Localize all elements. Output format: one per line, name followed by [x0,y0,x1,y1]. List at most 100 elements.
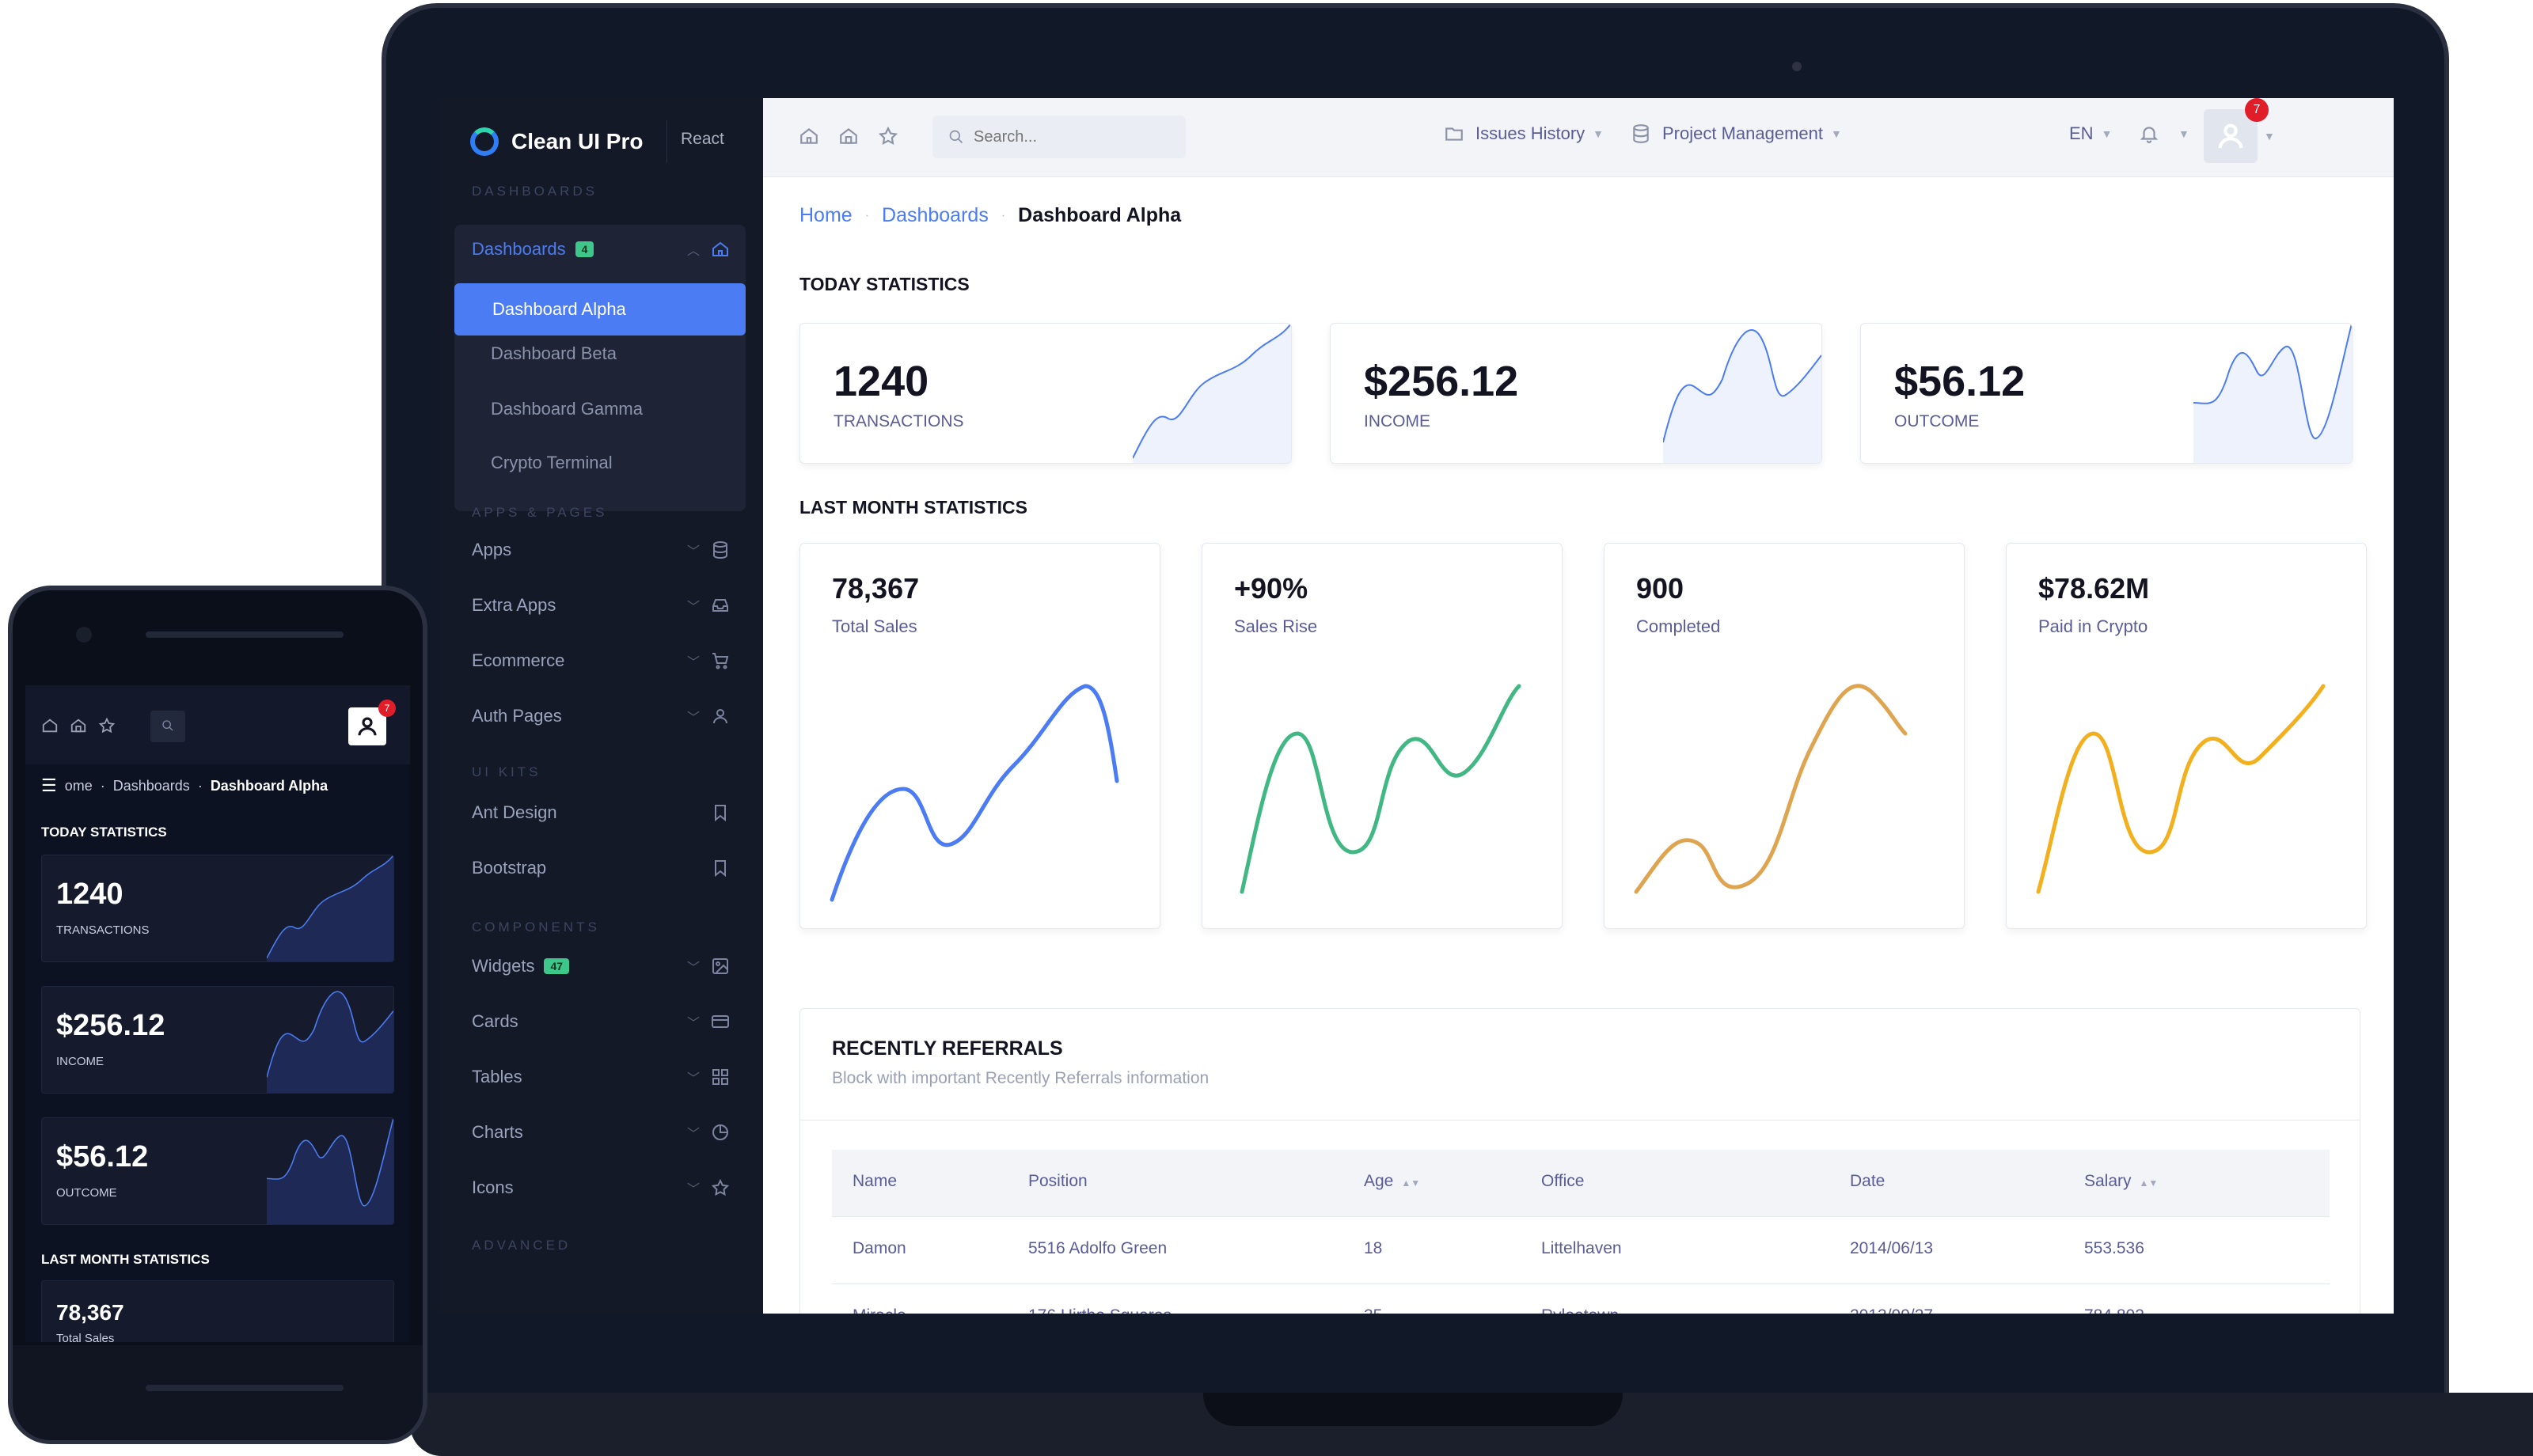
star-icon[interactable] [98,717,116,738]
project-management-menu[interactable]: Project Management ▼ [1631,123,1842,144]
column-header-salary[interactable]: Salary ▲▼ [2084,1172,2158,1191]
sidebar-item-icons[interactable]: Icons ﹀ [472,1168,746,1208]
sidebar-item-auth-pages[interactable]: Auth Pages ﹀ [472,696,746,736]
breadcrumb-dashboards[interactable]: Dashboards [882,204,989,226]
caret-down-icon[interactable]: ▼ [2264,130,2275,142]
stat-card-income: $256.12 INCOME [1330,323,1822,464]
credit-card-icon [709,1010,731,1033]
sidebar-item-label: Icons [472,1177,514,1197]
breadcrumb: Home · Dashboards · Dashboard Alpha [799,204,1181,227]
table-row[interactable]: Miracle 176 Hirthe Squares 35 Ryleetown … [832,1284,2330,1314]
user-icon [709,705,731,727]
recent-referrals-card: RECENTLY REFERRALS Block with important … [799,1008,2360,1314]
bookmark-icon [709,857,731,879]
menu-icon[interactable]: ☰ [41,775,57,795]
stat-value: $256.12 [56,1009,165,1042]
stat-card-transactions: 1240 TRANSACTIONS [799,323,1292,464]
search-box[interactable] [932,116,1186,158]
home-icon[interactable] [41,717,59,738]
sidebar-item-crypto-terminal[interactable]: Crypto Terminal [491,453,613,472]
breadcrumb-dashboards[interactable]: Dashboards [112,777,190,794]
sidebar-item-extra-apps[interactable]: Extra Apps ﹀ [472,586,746,625]
home-alt-icon[interactable] [70,717,87,738]
chevron-down-icon: ﹀ [686,711,700,725]
last-month-statistics-title: LAST MONTH STATISTICS [41,1252,210,1267]
laptop-notch [1203,1393,1623,1426]
cell-age: 18 [1364,1239,1383,1257]
sidebar-item-ecommerce[interactable]: Ecommerce ﹀ [472,641,746,681]
bookmark-icon [709,802,731,824]
cart-icon [709,650,731,672]
stat-value: +90% [1234,572,1308,605]
column-header-office[interactable]: Office [1541,1172,1585,1190]
image-icon [709,955,731,977]
search-icon [948,129,964,145]
sidebar-item-label: Dashboard Alpha [492,299,626,319]
sidebar-item-label: Dashboards [472,239,566,259]
section-label-apps-pages: Apps & Pages [472,505,608,520]
issues-history-menu[interactable]: Issues History ▼ [1444,123,1604,144]
stat-card-transactions: 1240 TRANSACTIONS [41,855,394,962]
brand-tag: React [681,130,724,148]
sidebar-item-label: Charts [472,1122,523,1142]
star-icon[interactable] [875,123,901,149]
sidebar-item-label: Tables [472,1067,522,1086]
sidebar-item-dashboard-alpha[interactable]: Dashboard Alpha [454,283,746,336]
breadcrumb: ☰ ome · Dashboards · Dashboard Alpha [41,775,328,796]
stat-label: TRANSACTIONS [834,412,964,430]
stat-value: $256.12 [1364,358,1519,405]
sort-icon[interactable]: ▲▼ [2139,1177,2159,1189]
search-icon [161,719,174,736]
cell-name: Miracle [853,1306,906,1314]
breadcrumb-home[interactable]: ome [64,777,93,794]
sidebar-item-widgets[interactable]: Widgets 47 ﹀ [472,946,746,986]
language-dropdown[interactable]: EN ▼ [2069,123,2112,144]
home-icon[interactable] [796,123,822,149]
column-header-position[interactable]: Position [1028,1172,1088,1190]
search-button[interactable] [150,711,185,742]
stat-value: $78.62M [2038,572,2150,605]
sidebar-item-ant-design[interactable]: Ant Design [472,793,746,832]
sidebar-item-dashboard-beta[interactable]: Dashboard Beta [491,343,617,363]
sidebar-item-charts[interactable]: Charts ﹀ [472,1113,746,1152]
home-alt-icon[interactable] [836,123,861,149]
sidebar-item-bootstrap[interactable]: Bootstrap [472,848,746,888]
star-icon [709,1177,731,1199]
cell-office: Littelhaven [1541,1239,1622,1257]
breadcrumb-home[interactable]: Home [799,204,853,226]
sidebar-item-dashboards[interactable]: Dashboards 4 ︿ [472,229,746,269]
brand[interactable]: Clean UI Pro [470,122,643,161]
phone-home-bar [146,1385,344,1391]
column-header-age[interactable]: Age ▲▼ [1364,1172,1420,1191]
main-content: Home · Dashboards · Dashboard Alpha TODA… [763,177,2394,1314]
table-row[interactable]: Damon 5516 Adolfo Green 18 Littelhaven 2… [832,1217,2330,1284]
chevron-down-icon: ﹀ [686,1017,700,1030]
search-input[interactable] [972,127,1178,147]
stat-card-income: $256.12 INCOME [41,986,394,1094]
sidebar-item-label: Ant Design [472,802,557,822]
column-header-date[interactable]: Date [1850,1172,1886,1190]
stat-value: $56.12 [56,1140,149,1174]
sidebar-item-dashboard-gamma[interactable]: Dashboard Gamma [491,399,643,419]
notification-count-badge: 7 [2245,98,2269,122]
section-label-ui-kits: UI Kits [472,764,541,779]
notifications-dropdown[interactable]: ▼ [2139,123,2189,144]
brand-name: Clean UI Pro [511,129,644,154]
brand-separator [666,120,667,163]
column-header-name[interactable]: Name [853,1172,898,1190]
phone-screen: 7 ☰ ome · Dashboards · Dashboard Alpha T… [25,685,410,1342]
chevron-down-icon: ﹀ [686,656,700,669]
column-header-salary-label: Salary [2084,1172,2132,1190]
sidebar-item-tables[interactable]: Tables ﹀ [472,1057,746,1097]
sidebar-item-label: Extra Apps [472,595,556,615]
sidebar-item-apps[interactable]: Apps ﹀ [472,530,746,570]
chevron-down-icon: ﹀ [686,545,700,559]
breadcrumb-separator: · [1001,208,1006,222]
chevron-down-icon: ﹀ [686,1183,700,1196]
last-month-statistics-title: LAST MONTH STATISTICS [799,497,1027,518]
stat-card-sales-rise: +90% Sales Rise [1202,543,1563,929]
sidebar-item-cards[interactable]: Cards ﹀ [472,1002,746,1041]
referrals-title: RECENTLY REFERRALS [832,1037,1063,1060]
dashboards-count-badge: 4 [575,241,594,257]
sort-icon[interactable]: ▲▼ [1401,1177,1421,1189]
